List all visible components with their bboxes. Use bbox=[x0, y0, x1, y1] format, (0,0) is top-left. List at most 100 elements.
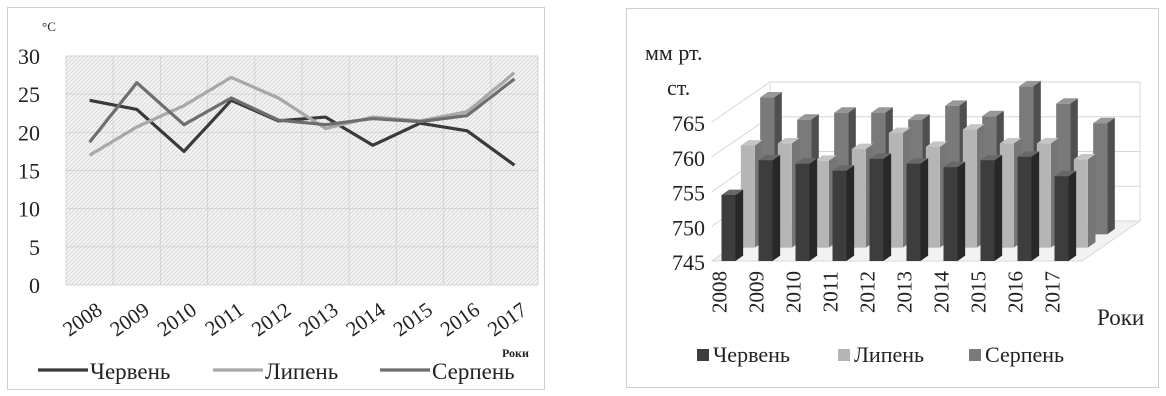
bar-side bbox=[1087, 154, 1096, 248]
bar-top bbox=[943, 161, 966, 168]
bar-top bbox=[945, 100, 967, 106]
x-tick-label: 2012 bbox=[856, 271, 880, 313]
y-tick-label: 5 bbox=[29, 235, 40, 260]
x-tick-label: 2015 bbox=[967, 271, 991, 313]
legend-label: Серпень bbox=[985, 342, 1064, 367]
y-tick-label: 760 bbox=[672, 146, 705, 171]
bar-top bbox=[982, 110, 1004, 117]
bar-top bbox=[1073, 154, 1096, 160]
x-tick-label: 2013 bbox=[294, 297, 342, 341]
series-line bbox=[88, 77, 516, 144]
y-tick-label: 750 bbox=[672, 215, 705, 240]
legend-label: Червень bbox=[90, 359, 170, 384]
bar-top bbox=[1093, 117, 1115, 124]
y-axis-label-continued: ст. bbox=[667, 75, 690, 100]
bar-top bbox=[1056, 98, 1078, 104]
x-tick-label: 2016 bbox=[1004, 271, 1028, 313]
bar-top bbox=[906, 158, 929, 164]
x-axis-label: Роки bbox=[1097, 305, 1144, 330]
legend-label: Липень bbox=[854, 342, 924, 367]
bar-side bbox=[920, 158, 929, 261]
bar bbox=[1093, 123, 1108, 235]
bar-top bbox=[1019, 80, 1041, 87]
bar-top bbox=[980, 154, 1003, 161]
bar-top bbox=[962, 124, 985, 130]
x-tick-label: 2009 bbox=[105, 297, 153, 341]
bar-top bbox=[760, 92, 782, 98]
bar bbox=[814, 160, 829, 248]
x-tick-label: 2008 bbox=[708, 271, 732, 313]
bar-top bbox=[925, 141, 948, 147]
legend-swatch bbox=[838, 349, 850, 361]
bar-top bbox=[871, 107, 893, 113]
series-line bbox=[88, 71, 516, 157]
bar-side bbox=[772, 154, 781, 261]
bar bbox=[1017, 156, 1032, 261]
bar bbox=[943, 167, 958, 261]
y-tick-label: 0 bbox=[29, 273, 40, 298]
x-tick-label: 2011 bbox=[201, 297, 249, 340]
x-tick-label: 2015 bbox=[389, 297, 437, 341]
y-tick-label: 745 bbox=[672, 250, 705, 275]
bar bbox=[832, 170, 847, 261]
x-tick-label: 2008 bbox=[58, 297, 106, 341]
bar-side bbox=[1107, 117, 1115, 235]
bar-top bbox=[797, 114, 819, 120]
bar bbox=[795, 163, 810, 261]
bar-top bbox=[777, 138, 800, 144]
bar bbox=[740, 145, 755, 248]
y-axis-label: мм рт. bbox=[645, 40, 703, 65]
bar bbox=[1073, 159, 1088, 248]
bar bbox=[869, 158, 884, 261]
y-tick-label: 10 bbox=[18, 197, 40, 222]
bar-top bbox=[832, 165, 855, 171]
bar-side bbox=[735, 189, 744, 261]
bar-side bbox=[994, 154, 1003, 261]
bar bbox=[999, 143, 1014, 248]
pressure-chart-svg: 745 750 755 760 765 2008 2009 2010 2011 2012 2013 2… bbox=[645, 40, 1144, 367]
bar bbox=[1054, 176, 1069, 261]
bar-side bbox=[883, 153, 892, 261]
bar-top bbox=[795, 158, 818, 164]
pressure-3d-bar-chart: 745 750 755 760 765 2008 2009 2010 2011 2012 2013 2… bbox=[626, 8, 1159, 388]
bar bbox=[758, 160, 773, 261]
x-tick-label: 2011 bbox=[819, 271, 843, 312]
x-tick-label: 2013 bbox=[893, 271, 917, 313]
series-line bbox=[89, 98, 516, 167]
y-tick-label: 30 bbox=[18, 44, 40, 69]
y-tick-label: 765 bbox=[672, 111, 705, 136]
bar-side bbox=[846, 165, 855, 261]
bar-top bbox=[834, 107, 856, 113]
x-tick-label: 2017 bbox=[483, 297, 531, 341]
x-tick-label: 2017 bbox=[1041, 271, 1065, 313]
legend-swatch bbox=[969, 349, 981, 361]
bar-side bbox=[1068, 170, 1077, 261]
y-tick-label: 755 bbox=[672, 181, 705, 206]
bar-top bbox=[999, 138, 1022, 144]
legend-swatch bbox=[697, 349, 709, 361]
bar bbox=[888, 132, 903, 248]
bar-top bbox=[1036, 138, 1059, 144]
y-tick-label: 20 bbox=[18, 120, 40, 145]
bar bbox=[851, 148, 866, 248]
bar-top bbox=[908, 114, 930, 120]
bar bbox=[980, 160, 995, 261]
bar-top bbox=[1017, 151, 1040, 157]
y-tick-label: 15 bbox=[18, 159, 40, 184]
bar-top bbox=[721, 189, 744, 195]
x-tick-label: 2009 bbox=[745, 271, 769, 313]
bar-side bbox=[809, 158, 818, 261]
temperature-line-chart: 0 5 10 15 20 25 30 °C 2008 2009 2010 2011 2012 2013 20… bbox=[7, 7, 545, 390]
x-tick-label: 2012 bbox=[247, 297, 295, 341]
bar-top bbox=[740, 140, 763, 146]
bar bbox=[777, 143, 792, 248]
bar-top bbox=[758, 154, 781, 161]
bar-side bbox=[957, 161, 966, 261]
bar-top bbox=[869, 153, 892, 159]
x-axis-label: Роки bbox=[502, 346, 529, 360]
bar bbox=[925, 146, 940, 248]
bar-side bbox=[1031, 151, 1040, 261]
legend-label: Липень bbox=[265, 359, 338, 384]
y-axis-unit-label: °C bbox=[42, 19, 56, 34]
bar bbox=[721, 194, 736, 261]
